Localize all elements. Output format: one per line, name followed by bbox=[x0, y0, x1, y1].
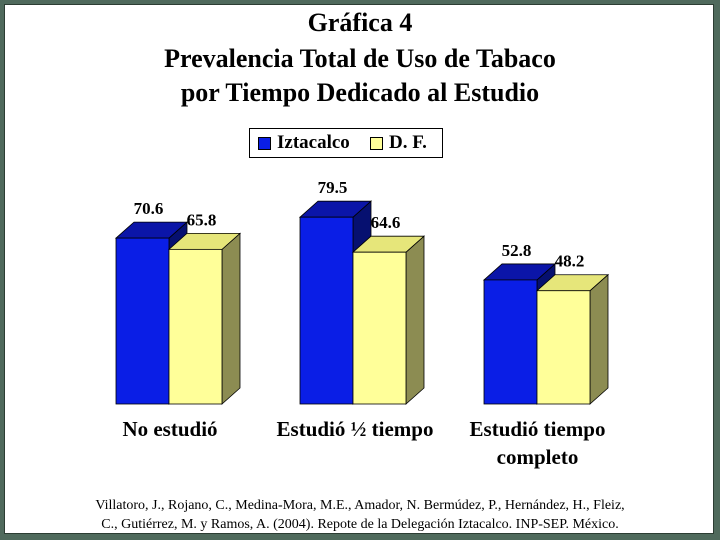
bar-s1-c0 bbox=[167, 232, 242, 405]
chart-legend: Iztacalco D. F. bbox=[249, 128, 443, 158]
bar-front-s0-c0 bbox=[115, 237, 170, 405]
category-label-2-line-0: Estudió tiempo bbox=[469, 417, 606, 441]
data-label-s1-c2: 48.2 bbox=[555, 252, 585, 271]
data-label-s0-c0: 70.6 bbox=[134, 199, 164, 218]
legend-label-iztacalco: Iztacalco bbox=[277, 132, 350, 153]
category-label-1-line-0: Estudió ½ tiempo bbox=[276, 417, 434, 441]
bar-s1-c1 bbox=[351, 235, 426, 405]
bar-chart: 70.6 65.8 79.5 64.6 52.8 48.2 bbox=[114, 178, 610, 405]
data-label-s1-c1: 64.6 bbox=[371, 213, 401, 232]
bar-front-s0-c2 bbox=[483, 279, 538, 405]
chart-title-line-1: Gráfica 4 bbox=[307, 8, 413, 37]
category-label-2-line-1: completo bbox=[496, 445, 579, 469]
bar-front-s0-c1 bbox=[299, 216, 354, 405]
bar-side-s1-c1 bbox=[405, 235, 425, 405]
data-label-s0-c1: 79.5 bbox=[318, 178, 348, 197]
bar-front-s1-c0 bbox=[168, 248, 223, 405]
bar-side-s1-c2 bbox=[589, 273, 609, 405]
source-citation-line-1: Villatoro, J., Rojano, C., Medina-Mora, … bbox=[95, 498, 625, 513]
legend-label-df: D. F. bbox=[389, 132, 427, 153]
category-label-1: Estudió ½ tiempo bbox=[250, 415, 460, 443]
chart-title-line-3: por Tiempo Dedicado al Estudio bbox=[180, 78, 540, 107]
data-label-s0-c2: 52.8 bbox=[502, 241, 532, 260]
source-citation-line-2: C., Gutiérrez, M. y Ramos, A. (2004). Re… bbox=[101, 517, 619, 532]
category-label-0: No estudió bbox=[90, 415, 250, 443]
bar-front-s1-c2 bbox=[536, 290, 591, 405]
data-label-s1-c0: 65.8 bbox=[187, 210, 217, 229]
legend-swatch-df bbox=[370, 137, 383, 150]
bar-s1-c2 bbox=[535, 273, 610, 405]
bar-front-s1-c1 bbox=[352, 251, 407, 405]
chart-title-line-2: Prevalencia Total de Uso de Tabaco bbox=[164, 44, 556, 73]
legend-swatch-iztacalco bbox=[258, 137, 271, 150]
category-label-0-line-0: No estudió bbox=[122, 417, 218, 441]
source-citation: Villatoro, J., Rojano, C., Medina-Mora, … bbox=[0, 496, 720, 534]
category-label-2: Estudió tiempo completo bbox=[450, 415, 625, 471]
bar-side-s1-c0 bbox=[221, 232, 241, 405]
